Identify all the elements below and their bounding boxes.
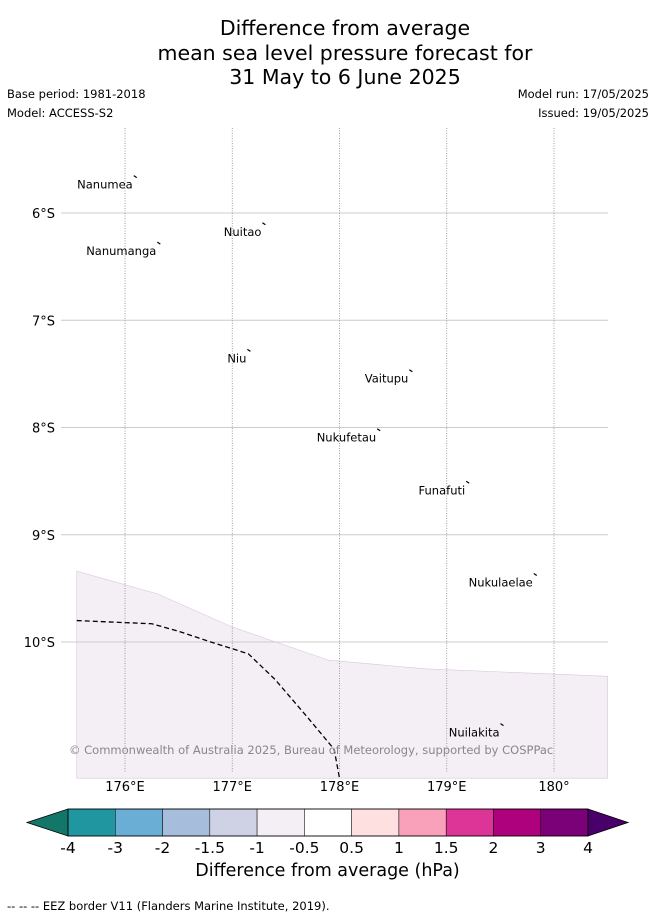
title-line-2: mean sea level pressure forecast for [157,40,533,65]
chart-title: Difference from average mean sea level p… [0,16,655,90]
meta-left: Base period: 1981-2018 Model: ACCESS-S2 [7,87,146,124]
colorbar-segment [304,808,352,837]
eez-footnote: -- -- -- EEZ border V11 (Flanders Marine… [7,899,330,913]
colorbar-segment [256,808,305,837]
colorbar-segment [540,808,589,837]
colorbar-segment [351,808,400,837]
colorbar-tick-label: -0.5 [289,839,319,857]
island-shape [533,573,538,577]
island-shape [247,348,251,352]
island-shape [376,428,381,432]
colorbar-segment [209,808,258,837]
colorbar-tick-label: 1.5 [434,839,459,857]
base-period: Base period: 1981-2018 [7,87,146,101]
eez-border [76,619,341,779]
colorbar: -4 -3 -2 -1.5 -1 -0.5 0.5 1 1.5 2 3 4 [25,808,630,857]
lat-label: 8°S [32,422,55,437]
lat-label: 7°S [32,314,55,329]
colorbar-tick-label: -4 [60,839,75,857]
lat-label: 10°S [24,636,55,651]
colorbar-segment [493,808,541,837]
island-shape [500,723,504,727]
lon-label: 179°E [427,780,467,795]
colorbar-low-extend [25,808,69,837]
lon-label: 178°E [320,780,360,795]
issued-date: Issued: 19/05/2025 [538,105,649,120]
lat-label: 9°S [32,529,55,544]
colorbar-tick-label: 0.5 [339,839,364,857]
lon-label: 176°E [105,780,145,795]
colorbar-segment [445,808,494,837]
title-line-3: 31 May to 6 June 2025 [229,65,461,89]
colorbar-segment [67,808,116,837]
colorbar-high-extend [587,808,630,837]
colorbar-tick-label: 4 [583,839,593,857]
anomaly-region [76,570,608,779]
lon-label: 177°E [212,780,252,795]
place-label: Vaitupu [365,372,409,386]
place-label: Nukulaelae [469,576,533,590]
place-label: Nuilakita [449,726,500,740]
model-run: Model run: 17/05/2025 [517,87,649,101]
place-label: Niu [227,351,246,365]
colorbar-segment [162,808,211,837]
colorbar-tick-label: 1 [394,839,404,857]
place-label: Nuitao [224,225,262,239]
place-label: Nukufetau [317,431,376,445]
colorbar-segment [398,808,447,837]
lon-label: 180° [538,780,569,795]
island-shape [133,175,138,179]
colorbar-tick-label: -2 [155,839,170,857]
colorbar-tick-label: -3 [108,839,123,857]
island-shape [409,369,413,373]
colorbar-segment [115,808,163,837]
model-name: Model: ACCESS-S2 [7,105,114,120]
colorbar-tick-label: -1.5 [195,839,225,857]
lat-label: 6°S [32,207,55,222]
map-plot: 6°S 7°S 8°S 9°S 10°S 176°E 177°E 178°E 179°E 180°… [24,128,608,795]
title-line-1: Difference from average [219,16,471,40]
island-shape [465,480,470,484]
copyright-text: © Commonwealth of Australia 2025, Bureau… [69,743,553,757]
island-shape [262,222,266,226]
place-label: Nanumanga [86,244,156,258]
colorbar-tick-label: 2 [489,839,499,857]
island-shape [156,241,161,245]
meta-right: Model run: 17/05/2025 Issued: 19/05/2025 [518,87,649,124]
place-label: Funafuti [419,483,466,497]
colorbar-frame [67,808,589,837]
colorbar-label: Difference from average (hPa) [195,861,460,881]
place-label: Nanumea [77,178,133,192]
colorbar-tick-label: -1 [249,839,264,857]
colorbar-tick-label: 3 [536,839,546,857]
